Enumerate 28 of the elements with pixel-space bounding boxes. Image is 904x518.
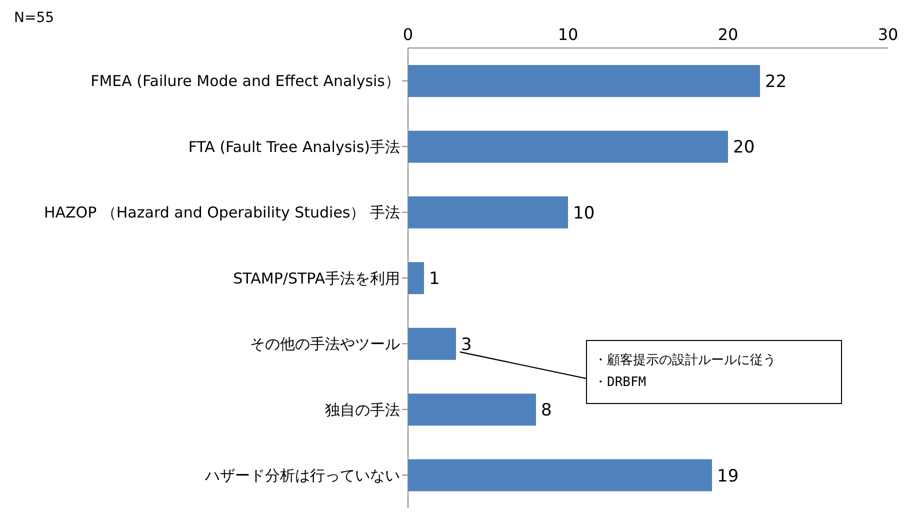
bar <box>408 130 728 163</box>
y-tick-label: 独自の手法 <box>325 400 400 419</box>
bar <box>408 459 712 492</box>
data-label: 1 <box>429 269 440 290</box>
annotation: ・顧客提示の設計ルールに従う <box>594 352 776 370</box>
bar <box>408 65 760 97</box>
x-tick-label: 30 <box>878 25 898 44</box>
data-label: 8 <box>541 400 552 421</box>
data-label: 3 <box>461 334 472 355</box>
text: N=55 <box>14 10 54 26</box>
y-tick-label: ハザード分析は行っていない <box>204 466 400 484</box>
x-tick-label: 20 <box>718 25 738 44</box>
data-label: 19 <box>717 466 739 486</box>
y-tick-label: FMEA (Failure Mode and Effect Analysis） <box>90 72 400 90</box>
y-tick-label: STAMP/STPA手法を利用 <box>233 269 400 288</box>
y-tick-label: その他の手法やツール <box>250 335 400 354</box>
annotation: ・DRBFM <box>594 374 648 392</box>
bar <box>408 328 456 360</box>
x-tick-label: 10 <box>558 25 578 44</box>
bar <box>408 262 424 294</box>
y-tick-label: HAZOP （Hazard and Operability Studies） 手法 <box>44 204 400 222</box>
data-label: 20 <box>733 138 755 158</box>
data-label: 22 <box>765 72 787 92</box>
bar <box>408 394 536 426</box>
y-tick-label: FTA (Fault Tree Analysis)手法 <box>188 138 400 156</box>
x-tick-label: 0 <box>402 25 414 44</box>
data-label: 10 <box>573 203 595 224</box>
bar <box>408 196 568 228</box>
